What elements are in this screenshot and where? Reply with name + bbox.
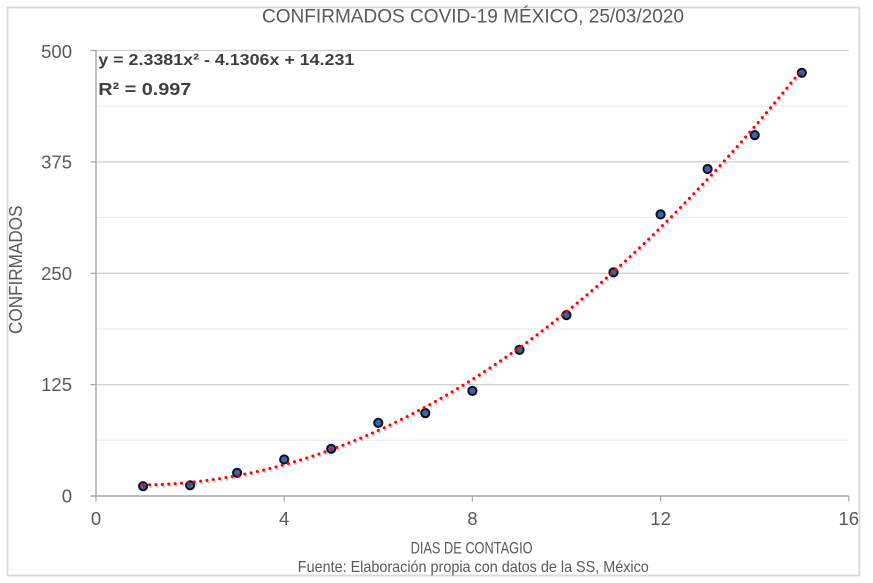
svg-text:0: 0 — [91, 508, 101, 529]
svg-text:375: 375 — [41, 152, 72, 173]
svg-text:250: 250 — [41, 263, 72, 284]
svg-text:DIAS DE CONTAGIO: DIAS DE CONTAGIO — [411, 539, 533, 558]
svg-text:500: 500 — [41, 41, 72, 62]
svg-text:12: 12 — [650, 508, 671, 529]
svg-text:0: 0 — [62, 486, 72, 507]
svg-text:CONFIRMADOS: CONFIRMADOS — [5, 206, 26, 335]
svg-text:CONFIRMADOS COVID-19 MÉXICO, 2: CONFIRMADOS COVID-19 MÉXICO, 25/03/2020 — [262, 5, 684, 28]
svg-text:125: 125 — [41, 374, 72, 395]
svg-text:Fuente: Elaboración propia con: Fuente: Elaboración propia con datos de … — [298, 559, 649, 576]
svg-text:4: 4 — [279, 508, 289, 529]
svg-text:R² = 0.997: R² = 0.997 — [98, 79, 191, 99]
svg-text:16: 16 — [839, 508, 860, 529]
svg-text:8: 8 — [467, 508, 477, 529]
svg-text:y = 2.3381x² - 4.1306x + 14.23: y = 2.3381x² - 4.1306x + 14.231 — [98, 52, 354, 69]
